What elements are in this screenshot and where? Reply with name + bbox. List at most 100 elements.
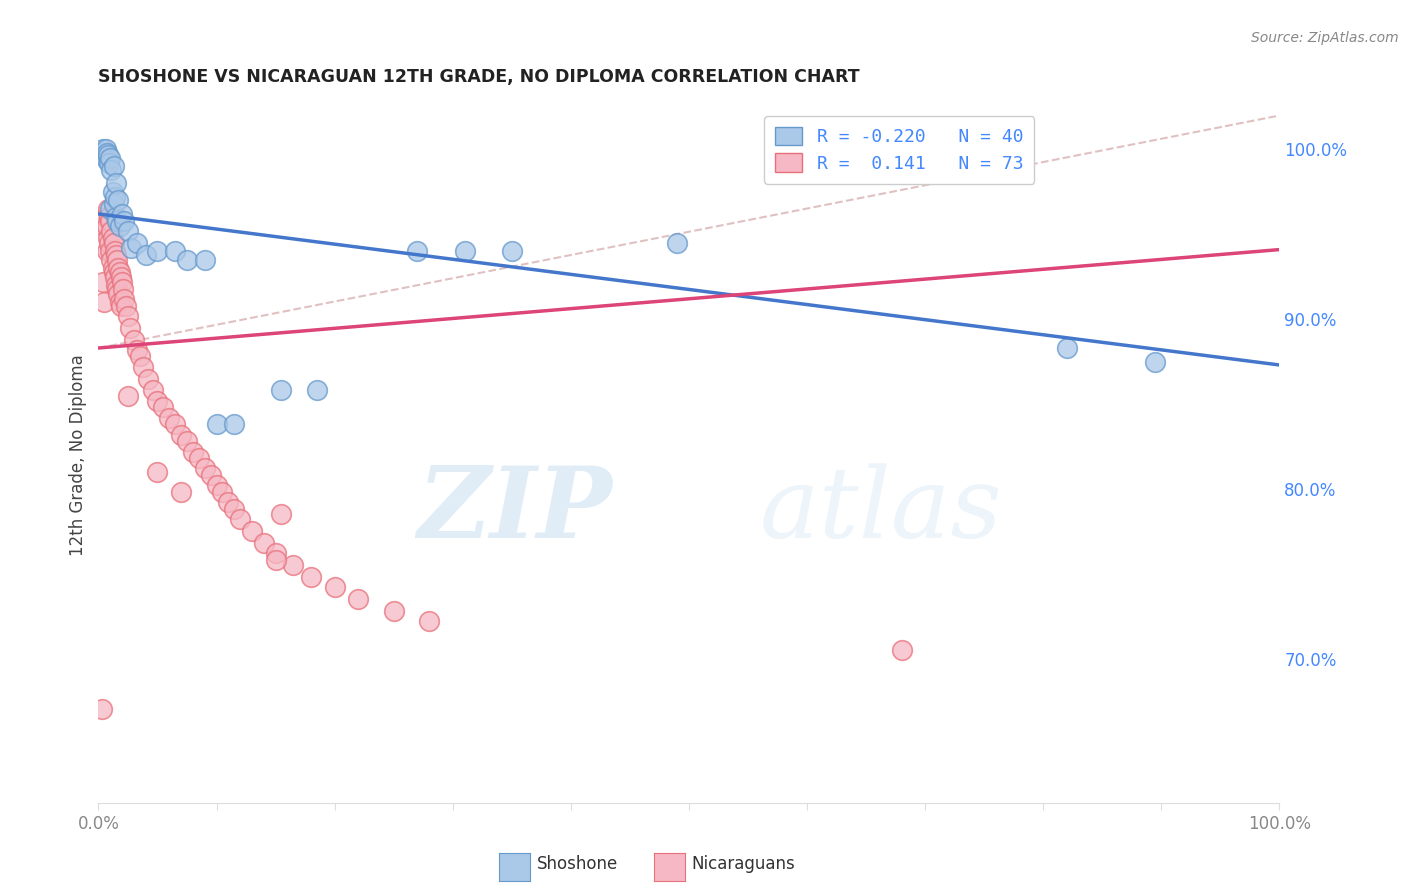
Point bbox=[127, 235, 149, 250]
Point bbox=[91, 143, 114, 157]
Point bbox=[108, 219, 131, 233]
Point bbox=[132, 359, 155, 374]
Point bbox=[103, 235, 125, 250]
Point bbox=[98, 151, 121, 165]
Point bbox=[111, 207, 134, 221]
Text: Shoshone: Shoshone bbox=[537, 855, 619, 873]
Point bbox=[105, 211, 128, 225]
Point bbox=[100, 224, 122, 238]
Point bbox=[97, 147, 120, 161]
Point bbox=[142, 384, 165, 398]
Point bbox=[94, 211, 117, 225]
Point bbox=[105, 177, 128, 191]
Point bbox=[104, 190, 127, 204]
Point bbox=[110, 269, 132, 284]
Point bbox=[347, 592, 370, 607]
Point bbox=[91, 275, 114, 289]
Point bbox=[283, 558, 305, 573]
Point bbox=[187, 451, 209, 466]
Point bbox=[890, 643, 912, 657]
Point bbox=[100, 162, 122, 177]
Text: Source: ZipAtlas.com: Source: ZipAtlas.com bbox=[1251, 31, 1399, 45]
Point bbox=[170, 427, 193, 442]
Point bbox=[205, 478, 228, 492]
Point bbox=[104, 244, 127, 259]
Point bbox=[107, 261, 129, 276]
Point bbox=[152, 401, 174, 415]
Point bbox=[98, 211, 121, 225]
Point bbox=[105, 248, 128, 262]
Point bbox=[101, 185, 124, 199]
Text: atlas: atlas bbox=[759, 463, 1002, 558]
Point bbox=[112, 282, 135, 296]
Point bbox=[1056, 341, 1078, 355]
Point bbox=[501, 244, 523, 259]
Point bbox=[453, 244, 475, 259]
Point bbox=[93, 295, 115, 310]
Point bbox=[96, 244, 118, 259]
Point bbox=[299, 570, 322, 584]
Point bbox=[117, 388, 139, 402]
Point bbox=[1144, 354, 1167, 368]
Point bbox=[229, 512, 252, 526]
Point bbox=[136, 371, 159, 385]
Point bbox=[205, 417, 228, 432]
Point bbox=[666, 235, 689, 250]
Point bbox=[382, 604, 405, 618]
Point bbox=[93, 219, 115, 233]
Point bbox=[103, 160, 125, 174]
Point bbox=[101, 261, 124, 276]
Point bbox=[176, 252, 198, 267]
Point bbox=[128, 350, 150, 364]
Point bbox=[305, 384, 328, 398]
Point bbox=[94, 143, 117, 157]
Point bbox=[112, 213, 135, 227]
Point bbox=[108, 265, 131, 279]
Point bbox=[111, 275, 134, 289]
Point bbox=[105, 278, 128, 293]
Point bbox=[127, 343, 149, 357]
Y-axis label: 12th Grade, No Diploma: 12th Grade, No Diploma bbox=[69, 354, 87, 556]
Point bbox=[104, 269, 127, 284]
Point bbox=[97, 202, 120, 216]
Point bbox=[135, 248, 157, 262]
Point bbox=[194, 461, 217, 475]
Text: Nicaraguans: Nicaraguans bbox=[692, 855, 796, 873]
Point bbox=[120, 320, 142, 334]
Point bbox=[97, 230, 120, 244]
Point bbox=[165, 244, 187, 259]
Point bbox=[253, 536, 276, 550]
Point bbox=[264, 546, 287, 560]
Point bbox=[146, 393, 169, 408]
Point bbox=[121, 241, 143, 255]
Point bbox=[211, 485, 233, 500]
Point bbox=[93, 147, 115, 161]
Point bbox=[112, 292, 135, 306]
Point bbox=[98, 202, 121, 216]
Point bbox=[270, 384, 292, 398]
Point bbox=[101, 230, 124, 244]
Point bbox=[107, 286, 129, 301]
Point bbox=[240, 524, 263, 539]
Point bbox=[103, 196, 125, 211]
Point bbox=[224, 417, 246, 432]
Point bbox=[264, 553, 287, 567]
Point bbox=[110, 299, 132, 313]
Point bbox=[105, 282, 128, 296]
Text: SHOSHONE VS NICARAGUAN 12TH GRADE, NO DIPLOMA CORRELATION CHART: SHOSHONE VS NICARAGUAN 12TH GRADE, NO DI… bbox=[98, 68, 860, 86]
Point bbox=[98, 213, 121, 227]
Point bbox=[105, 213, 128, 227]
Point bbox=[270, 508, 292, 522]
Point bbox=[108, 295, 131, 310]
Point bbox=[100, 252, 122, 267]
Point bbox=[117, 224, 139, 238]
Point bbox=[165, 417, 187, 432]
Point bbox=[194, 252, 217, 267]
Point bbox=[176, 434, 198, 449]
Point bbox=[224, 502, 246, 516]
Point bbox=[418, 614, 440, 628]
Point bbox=[107, 194, 129, 208]
Point bbox=[217, 495, 239, 509]
Point bbox=[91, 145, 114, 160]
Point bbox=[96, 219, 118, 233]
